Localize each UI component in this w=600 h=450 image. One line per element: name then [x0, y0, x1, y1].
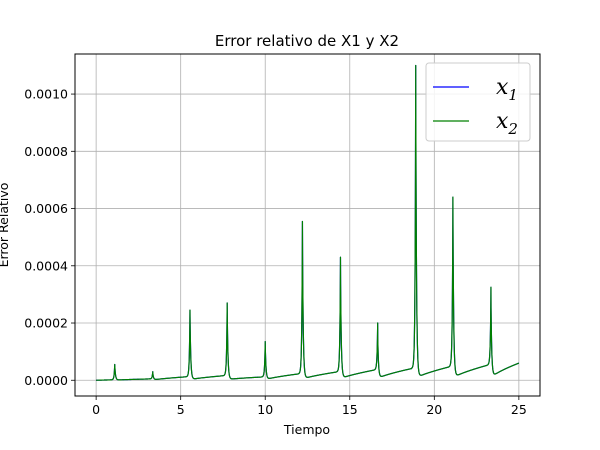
plot-frame: [74, 53, 541, 397]
x-tick-label: 10: [257, 402, 273, 417]
legend-label-x2: x2: [496, 109, 518, 138]
y-axis-ticks: 0.0000 0.0002 0.0004 0.0006 0.0008 0.0010: [24, 87, 75, 388]
y-tick-label: 0.0002: [24, 316, 68, 331]
series-line-x2: [95, 64, 520, 381]
y-tick-label: 0.0010: [24, 87, 68, 102]
legend-label-x1: x1: [496, 75, 518, 104]
x-axis-ticks: 0 5 10 15 20 25: [92, 396, 527, 417]
x-tick-label: 20: [426, 402, 442, 417]
x-axis-title: Tiempo: [283, 422, 330, 437]
x-tick-label: 5: [177, 402, 185, 417]
x-tick-label: 15: [342, 402, 358, 417]
x-tick-label: 25: [511, 402, 527, 417]
y-axis-title: Error Relativo: [0, 183, 11, 268]
y-tick-label: 0.0008: [24, 144, 68, 159]
chart-title: Error relativo de X1 y X2: [215, 32, 399, 50]
y-tick-label: 0.0004: [24, 258, 68, 273]
y-tick-label: 0.0006: [24, 201, 68, 216]
y-tick-label: 0.0000: [24, 373, 68, 388]
legend: x1 x2: [425, 62, 531, 142]
x-tick-label: 0: [92, 402, 100, 417]
series-lines: [95, 64, 520, 381]
